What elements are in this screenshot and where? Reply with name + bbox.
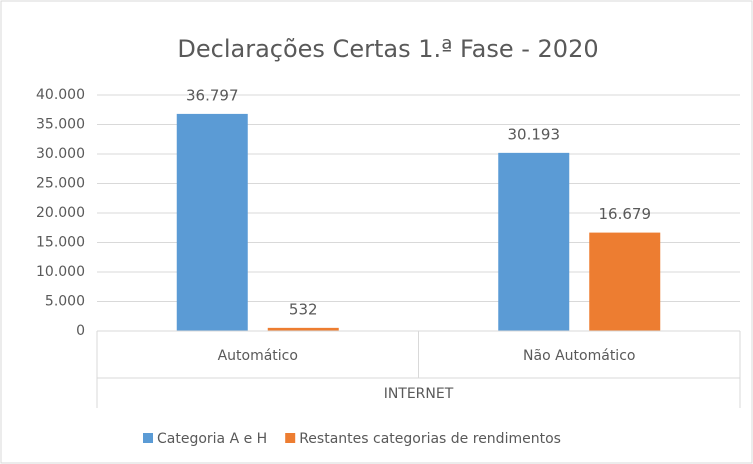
- y-tick-label: 10.000: [36, 264, 85, 280]
- chart-title: Declarações Certas 1.ª Fase - 2020: [177, 35, 598, 63]
- data-label: 36.797: [186, 86, 239, 104]
- data-label: 30.193: [508, 125, 561, 143]
- legend-swatch: [285, 433, 296, 443]
- y-tick-label: 0: [76, 323, 85, 339]
- bar: [498, 152, 570, 331]
- y-tick-label: 40.000: [36, 87, 85, 103]
- legend-swatch: [143, 433, 153, 443]
- y-tick-label: 35.000: [36, 117, 85, 133]
- y-tick-label: 15.000: [36, 235, 85, 251]
- y-tick-label: 25.000: [36, 176, 85, 192]
- y-tick-label: 30.000: [36, 146, 85, 162]
- bar: [589, 232, 661, 331]
- legend-label: Restantes categorias de rendimentos: [299, 431, 561, 447]
- y-tick-label: 5.000: [45, 294, 85, 310]
- y-tick-label: 20.000: [36, 205, 85, 221]
- data-label: 16.679: [599, 205, 652, 223]
- data-label: 532: [289, 300, 318, 318]
- bar: [176, 113, 248, 331]
- bar: [267, 327, 339, 331]
- x-tick-label: Não Automático: [523, 348, 635, 364]
- x-tick-label: Automático: [218, 348, 298, 364]
- legend-label: Categoria A e H: [157, 431, 267, 447]
- group-label: INTERNET: [384, 386, 454, 402]
